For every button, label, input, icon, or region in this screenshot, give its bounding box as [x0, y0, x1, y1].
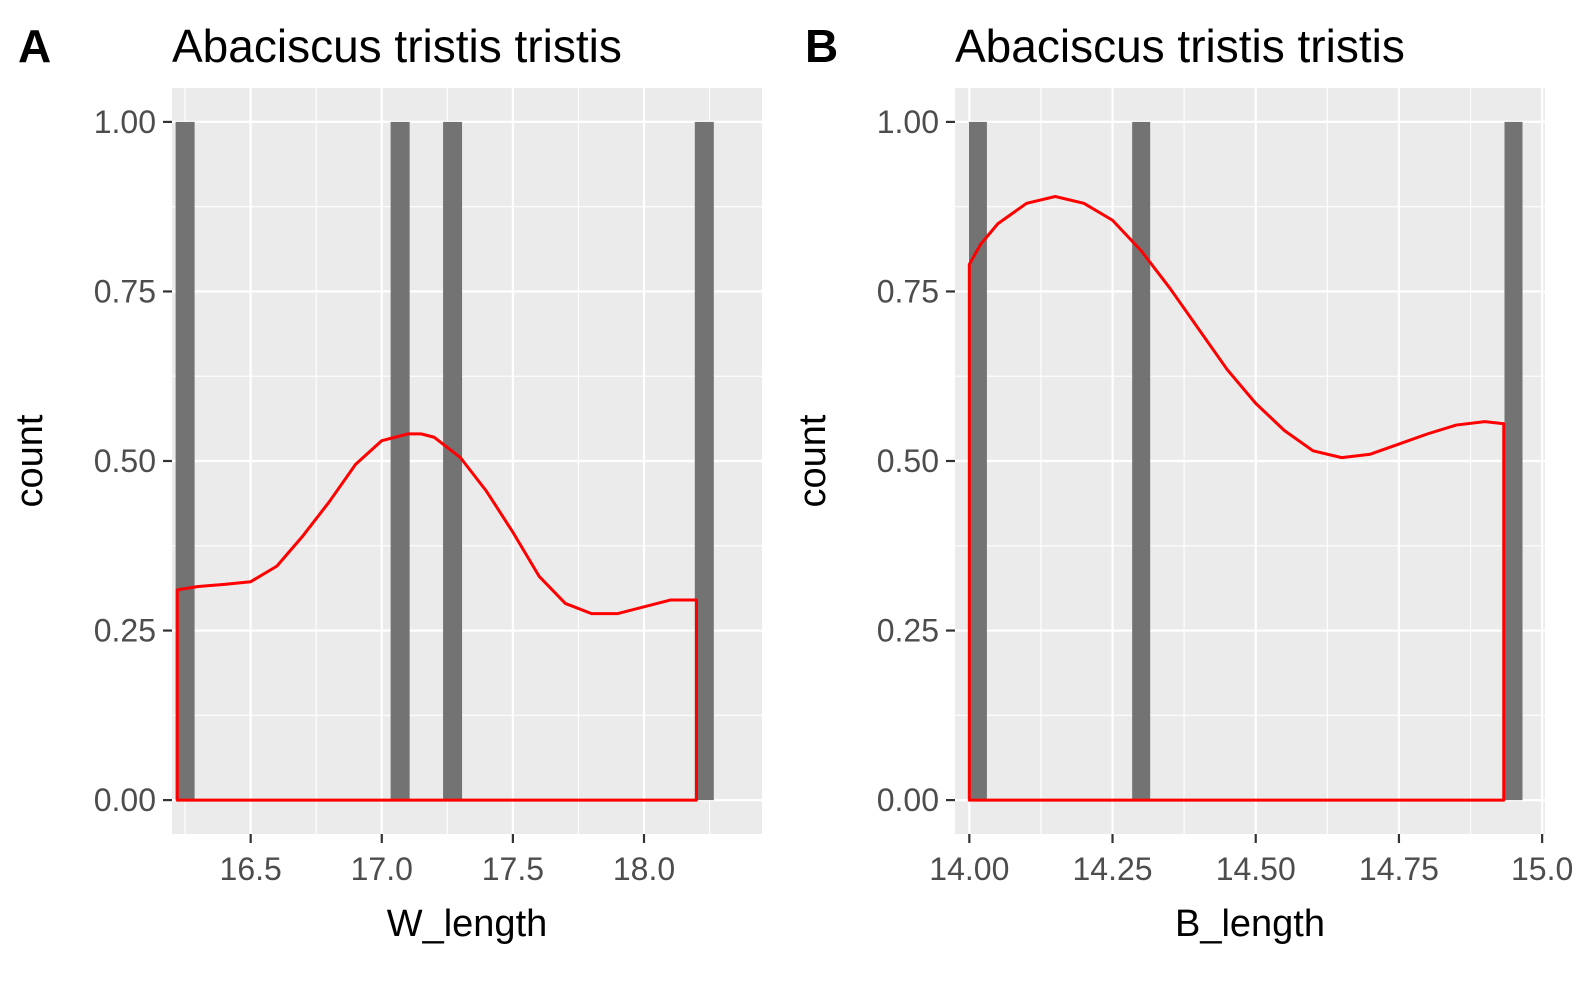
x-axis: 14.00 14.25 14.50 14.75 15.0 — [929, 834, 1573, 887]
y-axis: 0.00 0.25 0.50 0.75 1.00 — [94, 104, 172, 818]
x-tick-label: 17.0 — [351, 851, 413, 887]
x-axis-title: W_length — [387, 903, 548, 945]
y-tick-label: 1.00 — [94, 104, 156, 140]
y-tick-label: 1.00 — [877, 104, 939, 140]
x-tick-label: 14.75 — [1359, 851, 1439, 887]
density-curve — [967, 195, 1506, 802]
y-axis: 0.00 0.25 0.50 0.75 1.00 — [877, 104, 955, 818]
x-tick-label: 18.0 — [613, 851, 675, 887]
y-tick-label: 0.25 — [94, 613, 156, 649]
histogram-bars — [175, 121, 714, 801]
y-tick-label: 0.50 — [877, 443, 939, 479]
histogram-bar — [175, 121, 195, 801]
y-axis-title: count — [792, 414, 834, 507]
histogram-bar — [968, 121, 987, 801]
panel-b: B Abaciscus tristis tristis 14.00 14.25 14… — [792, 20, 1573, 945]
grid-lines — [955, 88, 1545, 834]
y-tick-label: 0.25 — [877, 613, 939, 649]
y-tick-label: 0.50 — [94, 443, 156, 479]
x-tick-label: 17.5 — [482, 851, 544, 887]
panel-a: A Abaciscus tristis tristis 16.5 17.0 17.5… — [9, 20, 762, 945]
x-tick-label: 16.5 — [220, 851, 282, 887]
grid-lines — [172, 88, 762, 834]
panel-tag: A — [18, 20, 51, 72]
y-tick-label: 0.00 — [94, 782, 156, 818]
chart-title: Abaciscus tristis tristis — [955, 20, 1405, 72]
x-tick-label: 14.00 — [929, 851, 1009, 887]
x-tick-label: 14.50 — [1216, 851, 1296, 887]
panel-tag: B — [805, 20, 838, 72]
histogram-bar — [694, 121, 714, 801]
x-tick-label: 15.0 — [1511, 851, 1573, 887]
x-axis-title: B_length — [1175, 903, 1325, 945]
chart-title: Abaciscus tristis tristis — [172, 20, 622, 72]
y-tick-label: 0.00 — [877, 782, 939, 818]
y-axis-title: count — [9, 414, 51, 507]
y-tick-label: 0.75 — [877, 273, 939, 309]
x-axis: 16.5 17.0 17.5 18.0 — [220, 834, 675, 887]
density-curve — [175, 432, 698, 802]
histogram-bar — [1132, 121, 1151, 801]
y-tick-label: 0.75 — [94, 273, 156, 309]
x-tick-label: 14.25 — [1072, 851, 1152, 887]
histogram-bars — [968, 121, 1523, 801]
histogram-bar — [1504, 121, 1523, 801]
histogram-bar — [443, 121, 463, 801]
histogram-bar — [390, 121, 410, 801]
